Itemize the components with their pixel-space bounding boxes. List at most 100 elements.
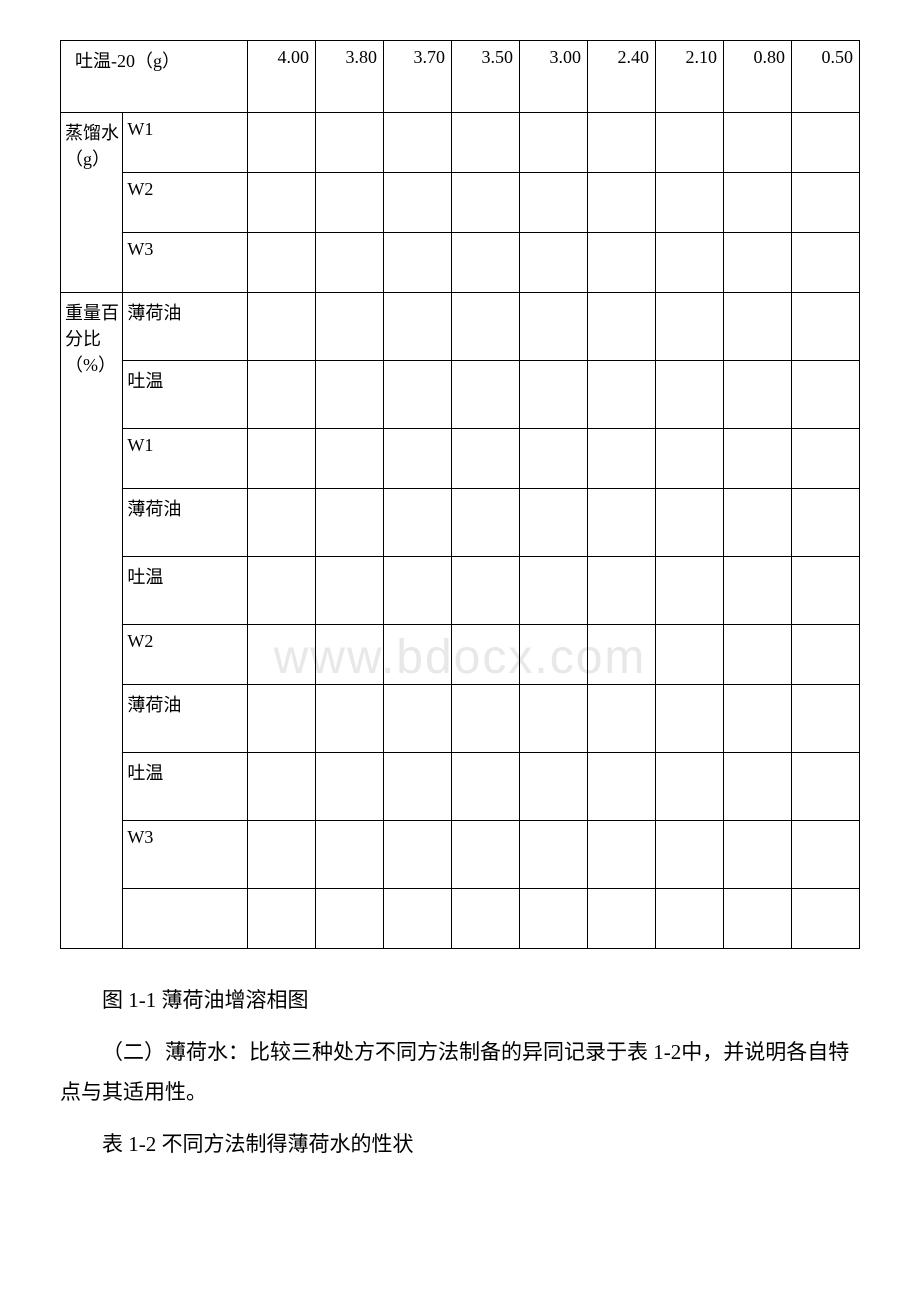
cell <box>656 753 724 821</box>
s2-u1-r2: 吐温 <box>61 361 860 429</box>
cell <box>520 233 588 293</box>
cell <box>316 625 384 685</box>
cell <box>452 557 520 625</box>
cell <box>520 557 588 625</box>
header-val-2: 3.70 <box>384 41 452 113</box>
cell <box>656 293 724 361</box>
cell <box>316 361 384 429</box>
header-val-0: 4.00 <box>248 41 316 113</box>
cell <box>520 625 588 685</box>
cell <box>452 821 520 889</box>
cell <box>452 685 520 753</box>
cell <box>248 489 316 557</box>
cell <box>656 821 724 889</box>
s2-group-label: 重量百分比（%） <box>61 293 123 949</box>
cell <box>384 753 452 821</box>
cell <box>248 293 316 361</box>
cell <box>724 173 792 233</box>
cell <box>520 889 588 949</box>
cell <box>588 821 656 889</box>
header-val-3: 3.50 <box>452 41 520 113</box>
cell <box>384 489 452 557</box>
cell <box>656 233 724 293</box>
cell <box>520 113 588 173</box>
cell <box>656 173 724 233</box>
s1-row-3: W3 <box>61 233 860 293</box>
cell <box>792 685 860 753</box>
cell <box>316 233 384 293</box>
cell <box>248 753 316 821</box>
s2-u1-r3-label: W1 <box>123 429 248 489</box>
cell <box>452 489 520 557</box>
cell <box>792 489 860 557</box>
cell <box>452 233 520 293</box>
s2-u2-r3-label: W2 <box>123 625 248 685</box>
cell <box>248 173 316 233</box>
cell <box>248 233 316 293</box>
header-val-4: 3.00 <box>520 41 588 113</box>
cell <box>248 557 316 625</box>
cell <box>792 429 860 489</box>
cell <box>452 625 520 685</box>
s2-u3-r3-label: W3 <box>123 821 248 889</box>
cell <box>792 173 860 233</box>
cell <box>248 361 316 429</box>
cell <box>123 889 248 949</box>
s2-u2-r2-label: 吐温 <box>123 557 248 625</box>
cell <box>316 821 384 889</box>
cell <box>792 625 860 685</box>
cell <box>384 113 452 173</box>
cell <box>384 173 452 233</box>
cell <box>656 113 724 173</box>
cell <box>384 685 452 753</box>
cell <box>248 625 316 685</box>
cell <box>316 113 384 173</box>
s2-u3-r3: W3 <box>61 821 860 889</box>
cell <box>792 113 860 173</box>
cell <box>792 557 860 625</box>
header-val-1: 3.80 <box>316 41 384 113</box>
s2-u2-r1: 薄荷油 <box>61 489 860 557</box>
cell <box>452 293 520 361</box>
cell <box>588 753 656 821</box>
cell <box>724 753 792 821</box>
figure-caption: 图 1-1 薄荷油增溶相图 <box>60 981 860 1021</box>
cell <box>724 889 792 949</box>
s2-u3-r1: 薄荷油 <box>61 685 860 753</box>
header-label: 吐温-20（g） <box>61 41 248 113</box>
cell <box>656 625 724 685</box>
cell <box>384 233 452 293</box>
cell <box>248 821 316 889</box>
cell <box>316 557 384 625</box>
cell <box>588 889 656 949</box>
cell <box>248 889 316 949</box>
cell <box>588 625 656 685</box>
s2-u1-r3: W1 <box>61 429 860 489</box>
cell <box>656 889 724 949</box>
s2-u1-r2-label: 吐温 <box>123 361 248 429</box>
cell <box>588 361 656 429</box>
cell <box>248 429 316 489</box>
cell <box>724 113 792 173</box>
s2-u1-r1-label: 薄荷油 <box>123 293 248 361</box>
cell <box>452 361 520 429</box>
cell <box>384 625 452 685</box>
cell <box>452 173 520 233</box>
page-content: 吐温-20（g） 4.00 3.80 3.70 3.50 3.00 2.40 2… <box>0 0 920 1225</box>
cell <box>792 233 860 293</box>
body-paragraph: （二）薄荷水：比较三种处方不同方法制备的异同记录于表 1-2中，并说明各自特点与… <box>60 1033 860 1113</box>
s2-u2-r1-label: 薄荷油 <box>123 489 248 557</box>
cell <box>316 429 384 489</box>
s1-row-1: 蒸馏水（g） W1 <box>61 113 860 173</box>
cell <box>384 821 452 889</box>
s2-empty-row <box>61 889 860 949</box>
cell <box>656 361 724 429</box>
cell <box>792 821 860 889</box>
cell <box>316 685 384 753</box>
cell <box>452 429 520 489</box>
cell <box>588 489 656 557</box>
cell <box>384 429 452 489</box>
cell <box>588 429 656 489</box>
table-caption: 表 1-2 不同方法制得薄荷水的性状 <box>60 1125 860 1165</box>
cell <box>656 685 724 753</box>
